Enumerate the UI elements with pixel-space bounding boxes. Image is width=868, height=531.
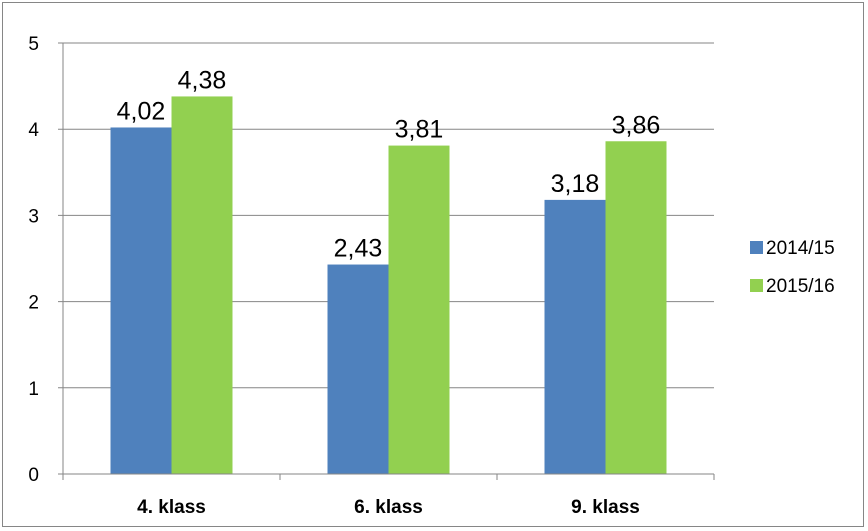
- y-tick-label: 2: [28, 293, 39, 314]
- legend: 2014/15 2015/16: [750, 238, 835, 297]
- data-label: 2,43: [334, 235, 383, 263]
- data-label: 4,02: [117, 97, 166, 125]
- category-label: 4. klass: [137, 497, 206, 518]
- y-tick-label: 1: [28, 379, 39, 400]
- bar: [388, 145, 450, 474]
- y-axis-ticks: 0 1 2 3 4 5: [28, 34, 39, 486]
- bar: [544, 199, 606, 474]
- legend-swatch: [750, 241, 763, 254]
- bars: [110, 96, 667, 474]
- y-tick-label: 4: [28, 120, 39, 141]
- x-axis-ticks: [62, 474, 715, 480]
- data-label: 3,81: [395, 116, 444, 144]
- legend-label: 2015/16: [766, 276, 835, 297]
- legend-label: 2014/15: [766, 238, 835, 259]
- data-label: 3,86: [612, 111, 661, 139]
- bar: [110, 127, 172, 474]
- bar: [171, 96, 233, 474]
- data-label: 3,18: [551, 170, 600, 198]
- y-tick-label: 5: [28, 34, 39, 55]
- legend-swatch: [750, 279, 763, 292]
- y-tick-label: 0: [28, 465, 39, 486]
- category-labels: 4. klass 6. klass 9. klass: [137, 497, 640, 518]
- data-label: 4,38: [178, 66, 227, 94]
- category-label: 6. klass: [354, 497, 423, 518]
- y-tick-label: 3: [28, 206, 39, 227]
- bar: [327, 264, 389, 474]
- bar: [605, 141, 667, 474]
- category-label: 9. klass: [571, 497, 640, 518]
- data-labels: 4,02 4,38 2,43 3,81 3,18 3,86: [117, 66, 661, 262]
